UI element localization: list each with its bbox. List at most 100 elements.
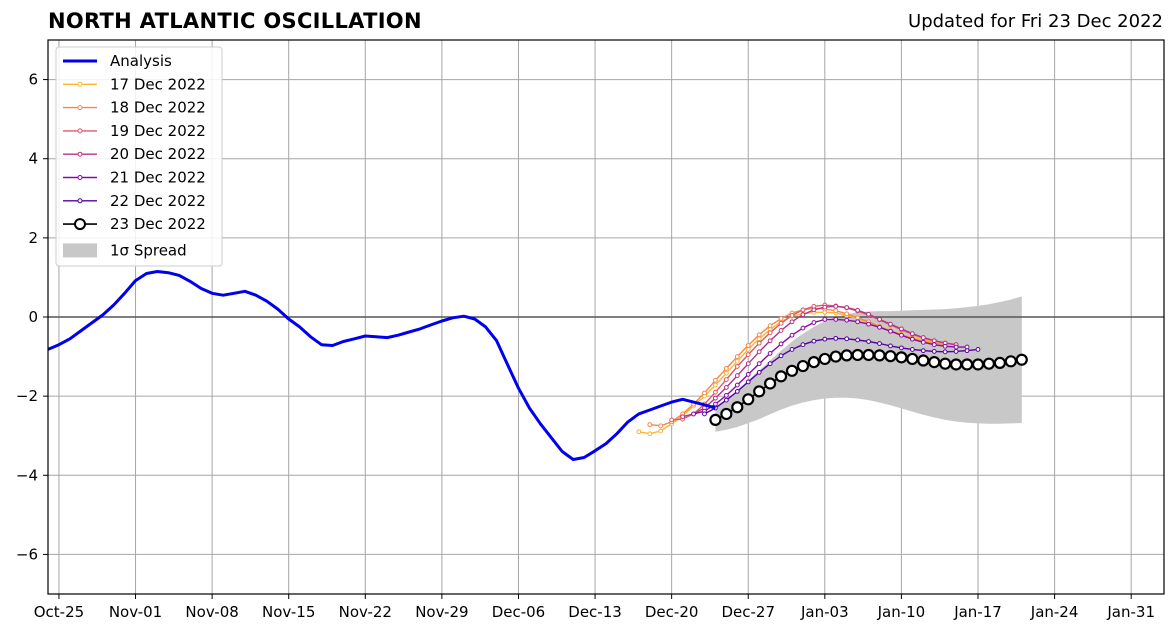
series-point: [778, 316, 784, 321]
series-point: [800, 325, 806, 331]
legend-label: 21 Dec 2022: [110, 169, 206, 187]
series-point: [855, 307, 861, 313]
legend-label: 23 Dec 2022: [110, 215, 206, 233]
legend-item: 1σ Spread: [63, 241, 187, 259]
series-point: [723, 370, 729, 376]
series-point: [647, 422, 653, 428]
series-point: [789, 332, 795, 338]
legend-box: [55, 46, 223, 267]
series-23-dec-2022: [709, 348, 1028, 426]
y-tick-label: 2: [28, 229, 38, 247]
series-point: [950, 358, 963, 371]
series-point: [822, 336, 828, 342]
x-tick-label: Dec-27: [721, 603, 775, 621]
series-point: [866, 321, 871, 327]
series-point: [811, 307, 817, 313]
series-point: [851, 348, 864, 362]
series-point: [778, 328, 784, 333]
y-tick-label: −2: [16, 387, 38, 405]
spread-band: [715, 296, 1022, 432]
x-tick-label: Jan-17: [953, 603, 1002, 621]
chart-subtitle: Updated for Fri 23 Dec 2022: [908, 11, 1163, 32]
series-point: [713, 401, 718, 407]
series-point: [844, 305, 850, 310]
series-point: [928, 356, 941, 369]
analysis-layer: [47, 270, 716, 461]
series-point: [906, 352, 919, 366]
series-point: [658, 428, 664, 434]
series-point: [778, 353, 784, 359]
series-point: [767, 361, 773, 367]
series-point: [731, 401, 744, 414]
series-point: [888, 321, 893, 327]
legend-marker: [77, 175, 83, 180]
series-point: [734, 354, 740, 359]
series-point: [822, 304, 828, 310]
series-point: [844, 317, 850, 323]
series-point: [1004, 355, 1017, 368]
series-point: [767, 338, 773, 344]
legend-item: 19 Dec 2022: [63, 122, 206, 140]
x-tick-label: Jan-10: [877, 603, 926, 621]
series-point: [669, 417, 675, 423]
legend-marker: [74, 218, 86, 231]
x-tick-label: Nov-08: [185, 603, 238, 621]
series-point: [920, 339, 926, 345]
series-point: [866, 339, 871, 344]
series-point: [800, 307, 806, 313]
series-point: [822, 316, 828, 322]
series-point: [888, 328, 893, 334]
x-tick-label: Jan-24: [1030, 603, 1079, 621]
legend-item: Analysis: [63, 52, 172, 70]
series-point: [877, 341, 882, 346]
y-tick-label: −4: [16, 466, 38, 484]
series-point: [866, 311, 871, 317]
series-point: [756, 370, 762, 375]
series-point: [745, 343, 751, 348]
series-point: [647, 431, 653, 437]
series-point: [658, 423, 664, 429]
series-point: [818, 352, 831, 366]
legend-marker: [77, 105, 83, 111]
series-point: [982, 357, 996, 370]
series-point: [778, 320, 784, 326]
legend-item: 17 Dec 2022: [63, 75, 206, 93]
series-point: [917, 354, 930, 367]
series-point: [920, 335, 926, 340]
x-tick-label: Dec-13: [568, 603, 622, 621]
series-point: [734, 388, 740, 394]
series-point: [895, 351, 908, 364]
legend-label: 1σ Spread: [110, 241, 187, 259]
series-point: [909, 336, 915, 342]
legend-label: 20 Dec 2022: [110, 145, 206, 163]
legend-item: 22 Dec 2022: [63, 192, 206, 210]
series-20-dec-2022: [680, 303, 959, 420]
series-point: [800, 342, 806, 348]
series-point: [909, 331, 915, 337]
x-tick-label: Dec-20: [645, 603, 699, 621]
legend-label: Analysis: [110, 52, 172, 70]
legend-item: 20 Dec 2022: [63, 145, 206, 163]
series-point: [734, 358, 740, 364]
series-point: [829, 350, 842, 363]
series-point: [745, 379, 751, 385]
series-point: [753, 385, 766, 398]
legend-label: 19 Dec 2022: [110, 122, 206, 140]
series-point: [942, 343, 948, 349]
series-point: [971, 358, 985, 371]
series-point: [899, 332, 904, 338]
series-point: [855, 315, 861, 321]
series-point: [833, 303, 839, 309]
series-point: [789, 313, 795, 318]
series-point: [931, 338, 937, 344]
legend-item: 18 Dec 2022: [63, 99, 206, 117]
series-point: [964, 348, 970, 354]
series-point: [800, 312, 806, 318]
series-point: [774, 370, 788, 383]
series-point: [833, 308, 839, 314]
series-point: [884, 350, 897, 363]
series-point: [909, 347, 915, 352]
analysis-line: [47, 270, 716, 461]
series-point: [862, 348, 875, 362]
y-tick-label: 6: [28, 71, 38, 89]
